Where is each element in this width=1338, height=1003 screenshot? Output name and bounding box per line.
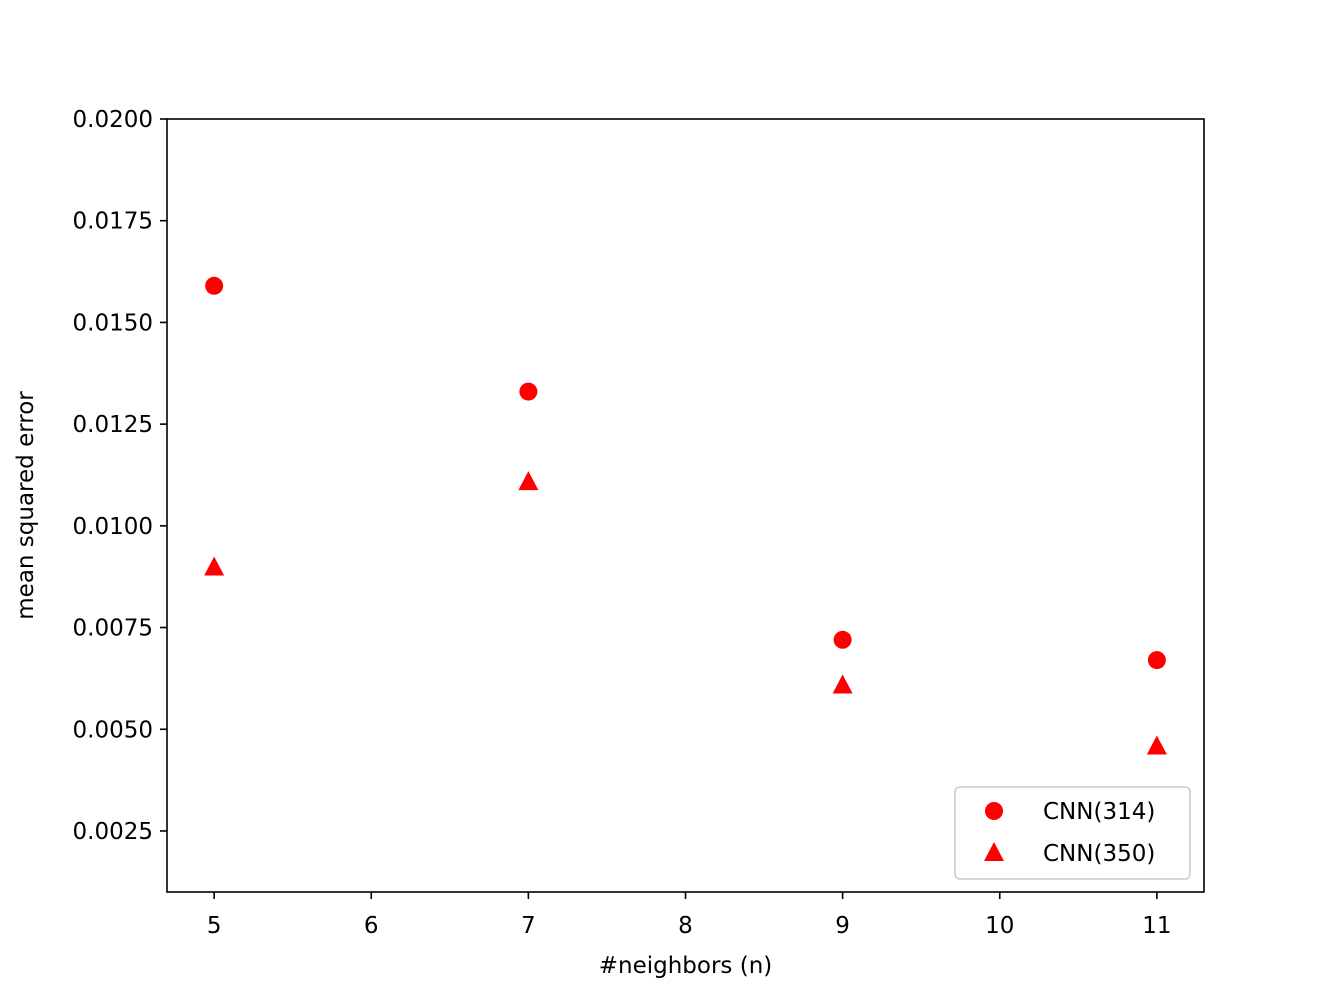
plot-frame <box>166 118 1205 893</box>
x-tick-label: 6 <box>364 913 379 939</box>
x-tick-label: 5 <box>207 913 222 939</box>
data-point-series-1 <box>833 630 852 649</box>
legend-marker-triangle <box>984 842 1004 861</box>
y-tick-label: 0.0100 <box>73 514 153 540</box>
y-tick-label: 0.0150 <box>73 310 153 336</box>
data-point-series-1 <box>519 382 538 401</box>
x-axis-label: #neighbors (n) <box>599 953 773 979</box>
data-point-series-2 <box>204 556 225 576</box>
legend-marker-circle <box>985 802 1003 820</box>
data-point-series-1 <box>1147 651 1166 670</box>
x-tick-label: 10 <box>985 913 1014 939</box>
y-tick-label: 0.0075 <box>73 616 153 642</box>
x-tick-label: 7 <box>521 913 536 939</box>
legend: CNN(314) CNN(350) <box>954 786 1191 880</box>
legend-label-series-1: CNN(314) <box>1043 799 1155 825</box>
y-tick-label: 0.0200 <box>73 107 153 133</box>
y-tick-label: 0.0025 <box>73 819 153 845</box>
y-tick-label: 0.0050 <box>73 717 153 743</box>
x-tick-label: 11 <box>1142 913 1171 939</box>
data-point-series-2 <box>1146 735 1167 755</box>
x-tick-label: 8 <box>678 913 693 939</box>
y-axis-label: mean squared error <box>13 391 39 620</box>
data-point-series-2 <box>832 674 853 694</box>
data-point-series-1 <box>205 276 224 295</box>
x-tick-label: 9 <box>835 913 850 939</box>
y-axis: 0.0025 0.0050 0.0075 0.0100 0.0125 0.0150 0.01… <box>73 107 167 845</box>
x-axis: 5 6 7 8 9 10 11 <box>207 892 1172 939</box>
legend-box <box>954 786 1191 880</box>
data-point-series-2 <box>518 471 539 491</box>
data-points <box>204 276 1167 755</box>
y-tick-label: 0.0175 <box>73 209 153 235</box>
legend-label-series-2: CNN(350) <box>1043 841 1155 867</box>
y-tick-label: 0.0125 <box>73 412 153 438</box>
